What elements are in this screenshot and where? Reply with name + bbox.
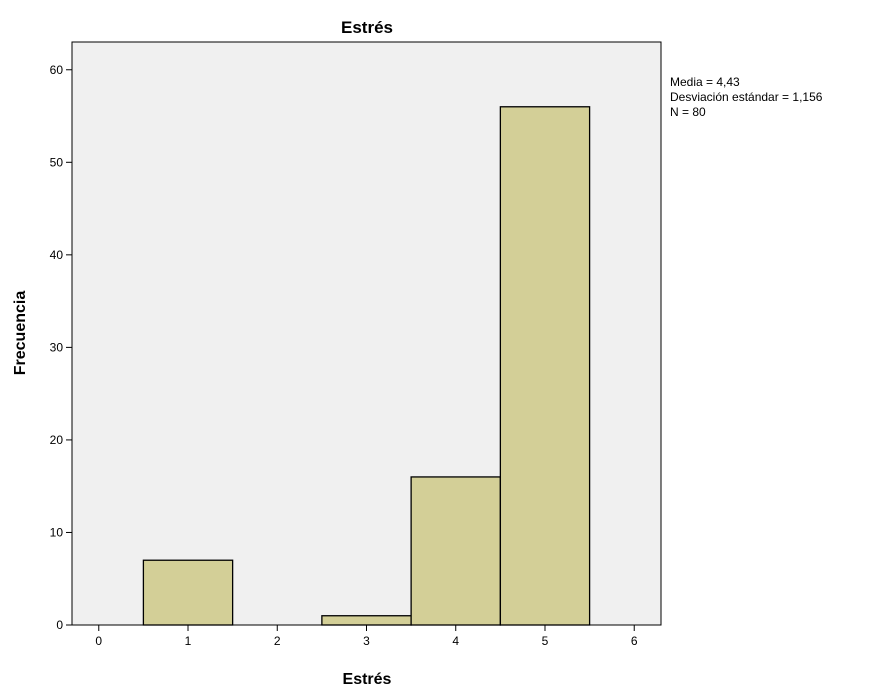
x-tick-label-0: 0 bbox=[95, 634, 102, 648]
x-tick-label-2: 2 bbox=[274, 634, 281, 648]
y-tick-label-20: 20 bbox=[50, 433, 64, 447]
y-axis-title: Frecuencia bbox=[12, 291, 29, 376]
x-tick-label-5: 5 bbox=[542, 634, 549, 648]
x-tick-label-4: 4 bbox=[452, 634, 459, 648]
y-tick-label-40: 40 bbox=[50, 248, 64, 262]
y-tick-label-60: 60 bbox=[50, 63, 64, 77]
histogram-bar-5 bbox=[499, 106, 591, 626]
histogram-bar-4 bbox=[410, 476, 502, 626]
y-tick-label-50: 50 bbox=[50, 155, 64, 169]
histogram-bar-1 bbox=[142, 559, 234, 626]
y-axis: 0 10 20 30 40 50 60 bbox=[50, 63, 72, 632]
y-tick-label-30: 30 bbox=[50, 340, 64, 354]
plot-frame bbox=[71, 41, 662, 626]
stats-mean: Media = 4,43 bbox=[670, 75, 740, 89]
bars-layer bbox=[142, 106, 591, 626]
x-tick-label-1: 1 bbox=[185, 634, 192, 648]
y-tick-label-10: 10 bbox=[50, 525, 64, 539]
x-axis: 0 1 2 3 4 5 6 bbox=[95, 625, 638, 648]
x-axis-title: Estrés bbox=[343, 671, 392, 685]
stats-block: Media = 4,43 Desviación estándar = 1,156… bbox=[670, 75, 823, 119]
chart-title: Estrés bbox=[341, 18, 393, 37]
stats-n: N = 80 bbox=[670, 105, 706, 119]
y-tick-label-0: 0 bbox=[56, 618, 63, 632]
x-tick-label-6: 6 bbox=[631, 634, 638, 648]
histogram-bar-3 bbox=[321, 615, 412, 626]
stats-std-dev: Desviación estándar = 1,156 bbox=[670, 90, 823, 104]
x-tick-label-3: 3 bbox=[363, 634, 370, 648]
